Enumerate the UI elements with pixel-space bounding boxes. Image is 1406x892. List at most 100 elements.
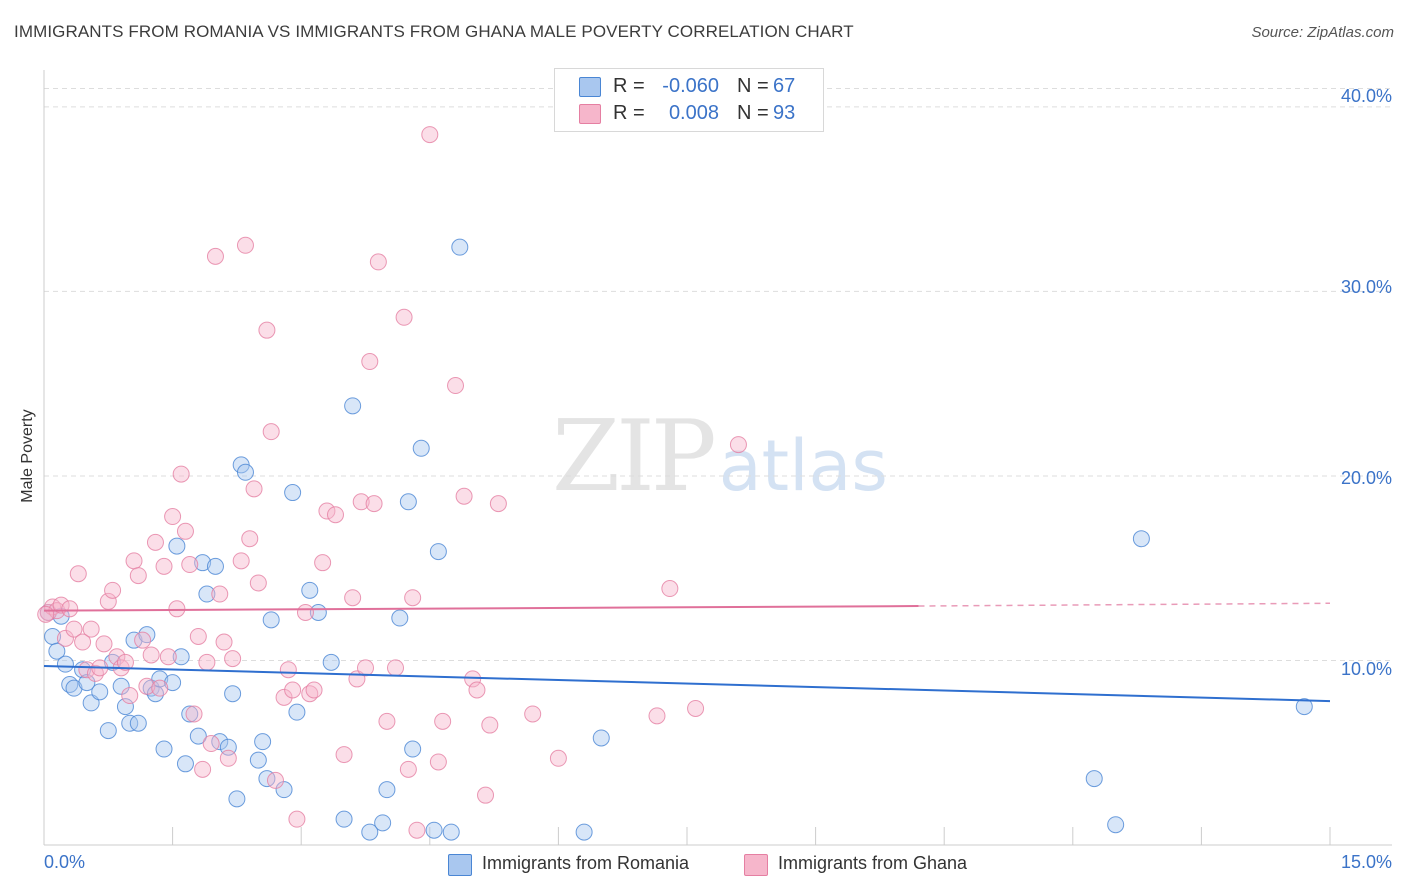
data-point-romania xyxy=(378,781,396,799)
data-point-romania xyxy=(1107,816,1125,834)
data-point-romania xyxy=(172,648,190,666)
data-point-romania xyxy=(288,703,306,721)
data-point-romania xyxy=(425,821,443,839)
y-tick-label-20: 20.0% xyxy=(1340,468,1392,488)
data-point-romania xyxy=(1132,530,1150,548)
data-point-ghana xyxy=(275,688,293,706)
data-point-ghana xyxy=(421,126,439,144)
data-point-ghana xyxy=(121,687,139,705)
data-point-romania xyxy=(236,463,254,481)
data-point-ghana xyxy=(468,681,486,699)
data-point-ghana xyxy=(108,648,126,666)
y-tick-label-40: 40.0% xyxy=(1340,86,1392,106)
data-point-ghana xyxy=(266,771,284,789)
y-axis-label: Male Poverty xyxy=(19,409,36,503)
data-point-romania xyxy=(575,823,593,841)
data-point-ghana xyxy=(447,377,465,395)
data-point-romania xyxy=(121,714,139,732)
data-point-romania xyxy=(116,698,134,716)
data-point-ghana xyxy=(729,436,747,454)
legend-row-ghana: R = 0.008 N = 93 xyxy=(555,100,823,128)
data-point-ghana xyxy=(164,508,182,526)
data-point-ghana xyxy=(549,749,567,767)
data-point-ghana xyxy=(142,646,160,664)
data-point-romania xyxy=(429,543,447,561)
data-point-romania xyxy=(284,484,302,502)
data-point-ghana xyxy=(352,493,370,511)
data-point-ghana xyxy=(365,495,383,513)
source-credit: Source: ZipAtlas.com xyxy=(1251,24,1394,41)
data-point-ghana xyxy=(185,705,203,723)
data-point-ghana xyxy=(661,580,679,598)
data-point-ghana xyxy=(408,821,426,839)
data-point-ghana xyxy=(648,707,666,725)
data-point-ghana xyxy=(65,620,83,638)
trend-extension-ghana xyxy=(918,602,1331,607)
data-point-ghana xyxy=(434,712,452,730)
data-point-romania xyxy=(151,670,169,688)
data-point-ghana xyxy=(129,567,147,585)
legend-n-value-ghana: 93 xyxy=(773,102,796,124)
data-point-romania xyxy=(301,581,319,599)
data-point-ghana xyxy=(224,650,242,668)
data-point-ghana xyxy=(395,308,413,326)
data-point-romania xyxy=(189,727,207,745)
data-point-ghana xyxy=(481,716,499,734)
legend-r-label: R = xyxy=(613,102,645,124)
data-point-ghana xyxy=(82,620,100,638)
data-point-ghana xyxy=(78,661,96,679)
data-point-romania xyxy=(206,557,224,575)
data-point-romania xyxy=(176,755,194,773)
data-point-romania xyxy=(211,733,229,751)
data-point-ghana xyxy=(172,465,190,483)
data-point-romania xyxy=(65,679,83,697)
data-point-ghana xyxy=(249,574,267,592)
data-point-romania xyxy=(361,823,379,841)
correlation-legend: R = -0.060 N = 67 R = 0.008 N = 93 xyxy=(554,68,824,132)
data-point-ghana xyxy=(258,321,276,339)
data-point-romania xyxy=(258,770,276,788)
data-point-ghana xyxy=(429,753,447,771)
data-point-ghana xyxy=(477,786,495,804)
data-point-ghana xyxy=(56,629,74,647)
data-point-romania xyxy=(125,631,143,649)
data-point-ghana xyxy=(206,247,224,265)
data-point-ghana xyxy=(211,585,229,603)
x-tick-label-max: 15.0% xyxy=(1340,852,1392,872)
data-point-romania xyxy=(412,439,430,457)
data-point-ghana xyxy=(116,653,134,671)
data-point-ghana xyxy=(344,589,362,607)
data-point-romania xyxy=(1085,770,1103,788)
data-point-ghana xyxy=(181,556,199,574)
y-tick-label-30: 30.0% xyxy=(1340,277,1392,297)
watermark-atlas: atlas xyxy=(718,425,888,507)
data-point-romania xyxy=(74,661,92,679)
data-point-ghana xyxy=(241,530,259,548)
data-point-ghana xyxy=(455,487,473,505)
data-point-ghana xyxy=(361,353,379,371)
legend-r-value-romania: -0.060 xyxy=(662,75,719,97)
legend-r-value-ghana: 0.008 xyxy=(668,102,719,124)
data-point-ghana xyxy=(262,423,280,441)
data-point-ghana xyxy=(219,749,237,767)
chart-title: IMMIGRANTS FROM ROMANIA VS IMMIGRANTS FR… xyxy=(14,22,854,41)
data-point-ghana xyxy=(176,522,194,540)
data-point-ghana xyxy=(314,554,332,572)
data-point-ghana xyxy=(155,557,173,575)
legend-row-romania: R = -0.060 N = 67 xyxy=(555,73,823,101)
data-point-ghana xyxy=(138,677,156,695)
data-point-ghana xyxy=(296,604,314,621)
data-point-romania xyxy=(78,674,96,692)
data-point-ghana xyxy=(357,659,374,677)
data-point-ghana xyxy=(489,495,507,513)
data-point-romania xyxy=(451,238,469,256)
data-point-ghana xyxy=(232,552,250,570)
data-point-romania xyxy=(391,609,409,627)
data-point-ghana xyxy=(236,236,254,254)
data-point-ghana xyxy=(369,253,387,271)
data-point-romania xyxy=(164,674,182,692)
data-point-romania xyxy=(224,685,242,703)
data-point-romania xyxy=(181,705,199,723)
data-point-romania xyxy=(344,397,362,415)
data-point-ghana xyxy=(284,681,302,699)
